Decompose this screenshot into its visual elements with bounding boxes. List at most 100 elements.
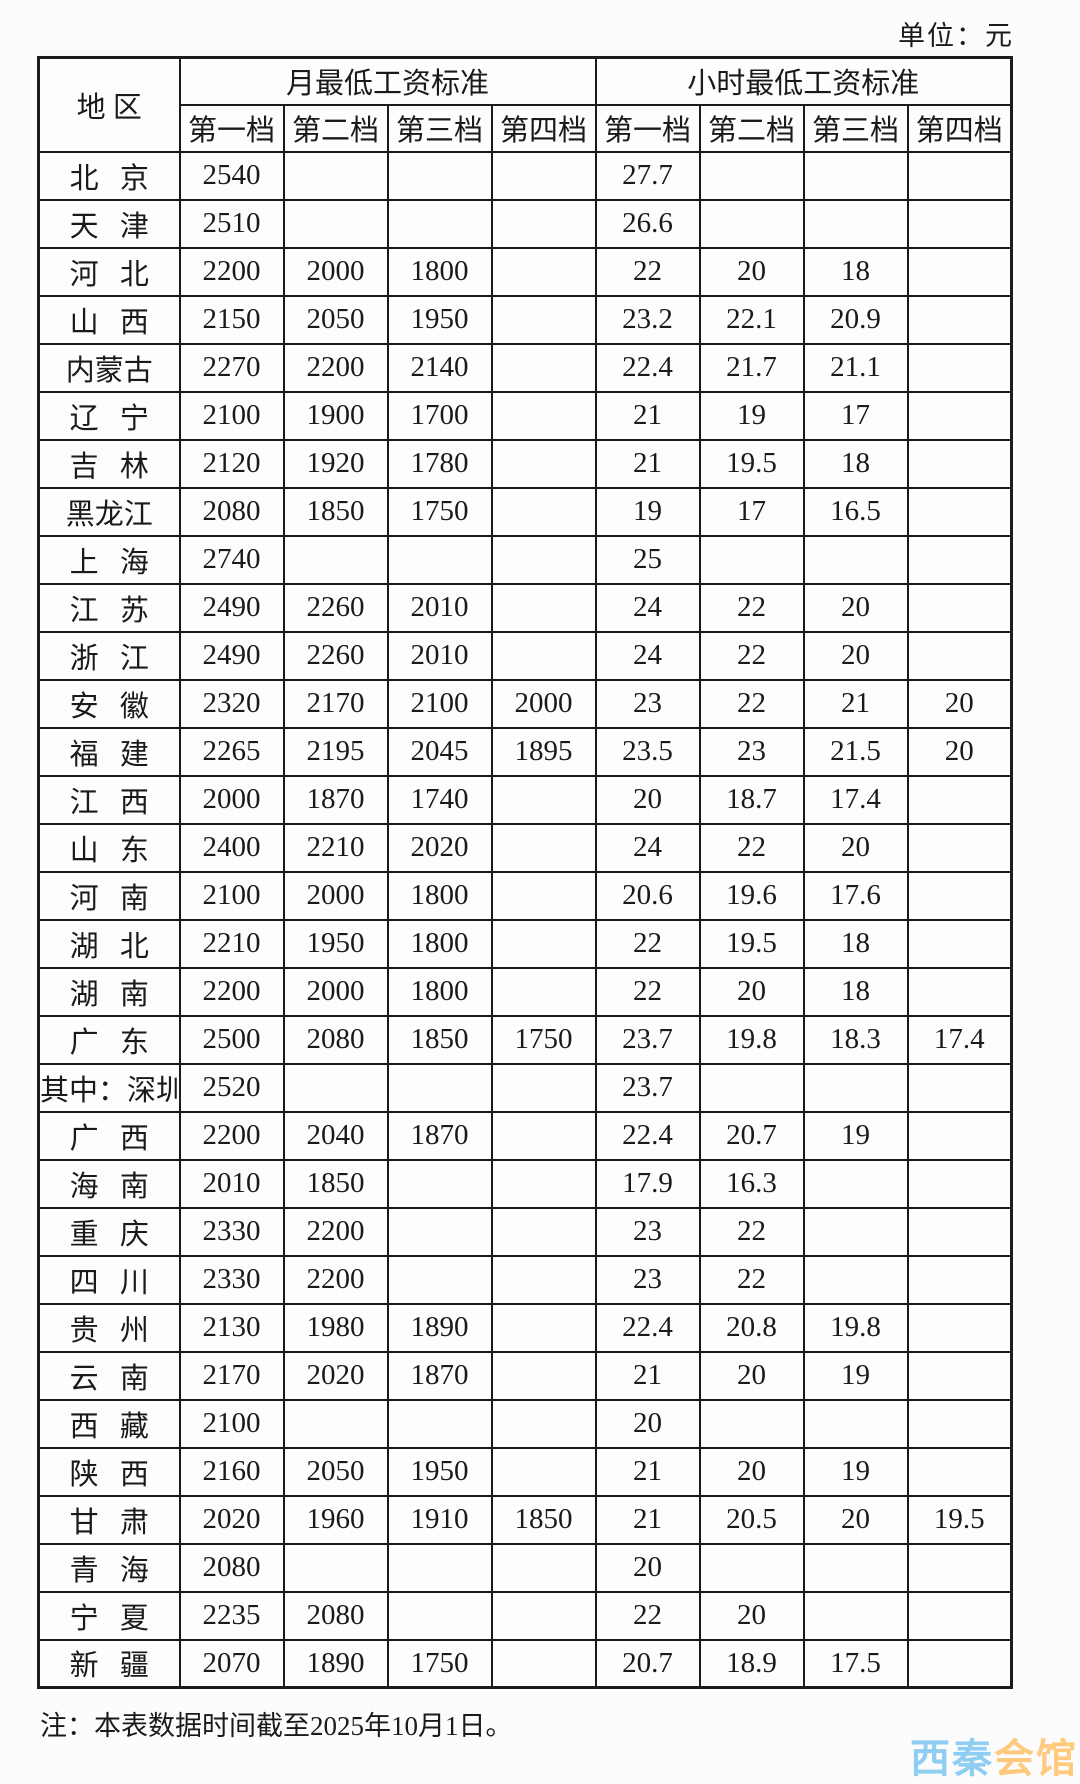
hourly-tier-2-cell: 18.9 (698, 1638, 805, 1689)
monthly-tier-2-cell: 2170 (282, 678, 389, 729)
hourly-tier-1-cell: 22.4 (594, 1302, 701, 1353)
hourly-tier-1-cell: 23 (594, 1206, 701, 1257)
region-cell: 黑龙江 (37, 486, 181, 537)
table-row: 安 徽 2320 2170 2100 2000 23 22 21 20 (37, 678, 1013, 729)
hourly-tier-4-cell (906, 438, 1013, 489)
hourly-tier-1-cell: 22 (594, 918, 701, 969)
hourly-tier-1-cell: 24 (594, 582, 701, 633)
hourly-tier-4-cell (906, 1206, 1013, 1257)
monthly-tier-3-cell: 2010 (386, 582, 493, 633)
monthly-tier-3-cell: 1850 (386, 1014, 493, 1065)
monthly-tier-1-cell: 2020 (178, 1494, 285, 1545)
monthly-tier-1-cell: 2740 (178, 534, 285, 585)
monthly-tier-1-cell: 2070 (178, 1638, 285, 1689)
monthly-tier-4-cell (490, 918, 597, 969)
hourly-tier-1-cell: 19 (594, 486, 701, 537)
hourly-tier-3-cell (802, 150, 909, 201)
monthly-tier-2-cell: 2080 (282, 1590, 389, 1641)
hourly-tier-1-cell: 20 (594, 1542, 701, 1593)
region-cell: 西 藏 (37, 1398, 181, 1449)
table-row: 云 南 2170 2020 1870 21 20 19 (37, 1350, 1013, 1401)
table-row: 山 西 2150 2050 1950 23.2 22.1 20.9 (37, 294, 1013, 345)
hourly-tier-2-cell: 20 (698, 1446, 805, 1497)
hourly-tier-2-cell: 23 (698, 726, 805, 777)
hourly-tier-3-cell: 19 (802, 1446, 909, 1497)
hourly-tier-3-cell: 19 (802, 1350, 909, 1401)
table-row: 江 西 2000 1870 1740 20 18.7 17.4 (37, 774, 1013, 825)
region-cell: 四 川 (37, 1254, 181, 1305)
hourly-tier-4-cell (906, 486, 1013, 537)
monthly-tier-3-cell: 2020 (386, 822, 493, 873)
region-cell: 陕 西 (37, 1446, 181, 1497)
monthly-tier-3-cell: 2045 (386, 726, 493, 777)
hourly-tier-4-cell (906, 582, 1013, 633)
hourly-tier-4-cell (906, 1254, 1013, 1305)
monthly-tier-1-cell: 2100 (178, 870, 285, 921)
monthly-tier-2-cell: 2200 (282, 1206, 389, 1257)
hourly-tier-3-cell: 17.4 (802, 774, 909, 825)
region-cell: 贵 州 (37, 1302, 181, 1353)
hourly-tier-1-cell: 22 (594, 966, 701, 1017)
region-cell: 福 建 (37, 726, 181, 777)
monthly-tier-2-cell: 2260 (282, 630, 389, 681)
monthly-tier-2-cell (282, 1542, 389, 1593)
hourly-tier-2-cell: 20.5 (698, 1494, 805, 1545)
hourly-tier-4-cell (906, 1542, 1013, 1593)
hourly-tier-1-cell: 23.5 (594, 726, 701, 777)
hourly-tier-4-cell (906, 1110, 1013, 1161)
region-cell: 宁 夏 (37, 1590, 181, 1641)
monthly-tier-3-cell: 2100 (386, 678, 493, 729)
region-cell: 新 疆 (37, 1638, 181, 1689)
monthly-tier-3-cell: 1950 (386, 294, 493, 345)
hourly-tier-4-cell (906, 150, 1013, 201)
monthly-tier-2-cell: 2210 (282, 822, 389, 873)
hourly-tier-3-cell: 16.5 (802, 486, 909, 537)
monthly-tier-4-cell (490, 1590, 597, 1641)
monthly-tier-2-cell (282, 1062, 389, 1113)
hourly-tier-2-cell: 20.7 (698, 1110, 805, 1161)
monthly-tier-2-cell (282, 1398, 389, 1449)
table-row: 黑龙江 2080 1850 1750 19 17 16.5 (37, 486, 1013, 537)
hourly-tier-3-cell: 17.5 (802, 1638, 909, 1689)
table-body: 北 京 2540 27.7 天 津 2510 26.6 河 北 2200 2000 1800 22 2… (37, 150, 1013, 1689)
monthly-tier-4-cell (490, 1350, 597, 1401)
region-cell: 广 东 (37, 1014, 181, 1065)
watermark-part1: 西秦 (910, 1737, 994, 1781)
region-cell: 内蒙古 (37, 342, 181, 393)
hourly-tier-3-cell (802, 198, 909, 249)
hourly-tier-4-cell (906, 246, 1013, 297)
monthly-tier-1-cell: 2540 (178, 150, 285, 201)
table-row: 江 苏 2490 2260 2010 24 22 20 (37, 582, 1013, 633)
hourly-tier-1-cell: 24 (594, 822, 701, 873)
table-row: 重 庆 2330 2200 23 22 (37, 1206, 1013, 1257)
header-tier-row: 第一档 第二档 第三档 第四档 第一档 第二档 第三档 第四档 (39, 103, 1013, 153)
monthly-tier-3-cell: 1800 (386, 870, 493, 921)
hourly-tier-4-cell: 19.5 (906, 1494, 1013, 1545)
hourly-tier-4-cell (906, 1590, 1013, 1641)
table-row: 内蒙古 2270 2200 2140 22.4 21.7 21.1 (37, 342, 1013, 393)
hourly-tier-2-cell: 19.5 (698, 918, 805, 969)
monthly-tier-4-cell: 1895 (490, 726, 597, 777)
table-row: 贵 州 2130 1980 1890 22.4 20.8 19.8 (37, 1302, 1013, 1353)
monthly-tier-3-header: 第三档 (386, 103, 493, 153)
monthly-tier-2-cell: 1950 (282, 918, 389, 969)
monthly-tier-4-cell (490, 534, 597, 585)
monthly-tier-3-cell: 1950 (386, 1446, 493, 1497)
monthly-tier-3-cell: 2010 (386, 630, 493, 681)
monthly-tier-2-cell (282, 198, 389, 249)
monthly-tier-3-cell (386, 534, 493, 585)
monthly-tier-1-cell: 2235 (178, 1590, 285, 1641)
hourly-tier-2-cell (698, 198, 805, 249)
monthly-tier-4-cell (490, 822, 597, 873)
monthly-tier-4-cell (490, 1206, 597, 1257)
monthly-tier-3-cell (386, 150, 493, 201)
monthly-tier-4-cell (490, 1254, 597, 1305)
monthly-tier-1-cell: 2200 (178, 966, 285, 1017)
hourly-tier-1-cell: 20.6 (594, 870, 701, 921)
hourly-tier-4-cell (906, 534, 1013, 585)
monthly-tier-4-cell (490, 966, 597, 1017)
hourly-tier-3-cell: 21.1 (802, 342, 909, 393)
hourly-tier-3-cell: 18 (802, 918, 909, 969)
monthly-tier-3-cell: 1700 (386, 390, 493, 441)
hourly-tier-4-cell (906, 1350, 1013, 1401)
